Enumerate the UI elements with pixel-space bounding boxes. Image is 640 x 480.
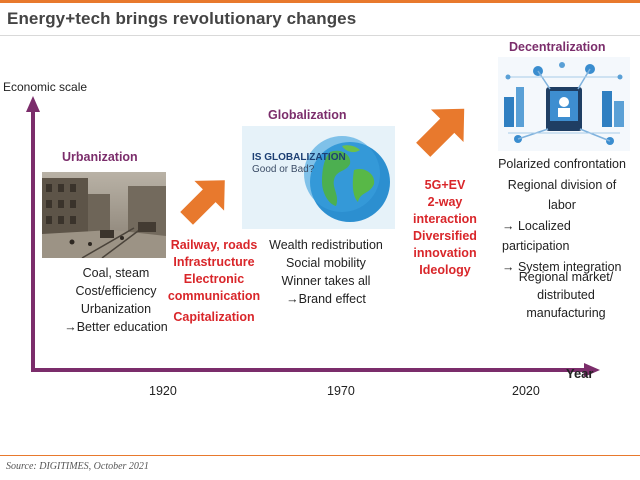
- driver-2-text: 5G+EV 2-way interaction Diversified inno…: [400, 177, 490, 279]
- year-label: 2020: [512, 384, 540, 398]
- driver-line: interaction: [413, 212, 477, 226]
- driver-line: Electronic: [183, 272, 245, 286]
- driver-line: 5G+EV: [424, 178, 466, 192]
- y-axis-label: Economic scale: [3, 80, 88, 94]
- bullet: Social mobility: [286, 256, 366, 270]
- globe-illustration: [242, 126, 395, 229]
- driver-line: Ideology: [419, 263, 471, 277]
- note-line: Regional market/: [518, 270, 614, 284]
- note-line: manufacturing: [526, 306, 606, 320]
- network-illustration: [498, 57, 630, 151]
- driver-line: Diversified: [413, 229, 477, 243]
- year-label: 1920: [149, 384, 177, 398]
- top-accent-rule: [0, 0, 640, 3]
- stage-title-globalization: Globalization: [268, 108, 347, 122]
- note-line: distributed: [537, 288, 595, 302]
- bullet: Wealth redistribution: [269, 238, 383, 252]
- x-axis-arrowhead: [584, 363, 600, 377]
- bullet: Regional division of labor: [507, 177, 617, 213]
- bullet: Cost/efficiency: [75, 284, 157, 298]
- driver-line: Railway, roads: [170, 238, 258, 252]
- year-label: 1970: [327, 384, 355, 398]
- y-axis: [26, 96, 40, 370]
- title-divider: [0, 35, 640, 36]
- stage-title-decentralization: Decentralization: [509, 40, 606, 54]
- footer-rule: [0, 455, 640, 456]
- globalization-image: IS GLOBALIZATION Good or Bad?: [242, 126, 395, 229]
- bullet: Winner takes all: [281, 274, 371, 288]
- image-caption-1: IS GLOBALIZATION: [252, 152, 346, 163]
- urbanization-bullets: Coal, steam Cost/efficiency Urbanization…: [58, 264, 174, 336]
- x-axis: [31, 363, 600, 377]
- smart-network-image: [498, 57, 630, 151]
- progress-arrow-2: [416, 108, 465, 157]
- globalization-bullets: Wealth redistribution Social mobility Wi…: [258, 236, 394, 308]
- city-street-illustration: [42, 172, 166, 258]
- driver-line: Infrastructure: [173, 255, 255, 269]
- bullet: → System integration: [502, 259, 622, 274]
- driver-line: Capitalization: [173, 310, 255, 324]
- source-note: Source: DIGITIMES, October 2021: [6, 461, 149, 472]
- stage-title-urbanization: Urbanization: [62, 150, 138, 164]
- bullet: Urbanization: [80, 302, 152, 316]
- decentralization-note: Regional market/ distributed manufacturi…: [508, 268, 624, 322]
- bullet: Coal, steam: [82, 266, 150, 280]
- page-title: Energy+tech brings revolutionary changes: [7, 9, 357, 28]
- progress-arrow-1: [180, 180, 225, 225]
- bullet: → Localized participation: [502, 218, 571, 254]
- y-axis-arrowhead: [26, 96, 40, 112]
- driver-line: 2-way: [427, 195, 463, 209]
- bullet: →Better education: [64, 320, 168, 334]
- driver-line: innovation: [413, 246, 477, 260]
- image-caption-2: Good or Bad?: [252, 164, 315, 175]
- driver-line: communication: [167, 289, 261, 303]
- driver-1-text: Railway, roads Infrastructure Electronic…: [164, 237, 264, 326]
- bullet: →Brand effect: [286, 292, 366, 306]
- decentralization-bullets: Polarized confrontation Regional divisio…: [494, 154, 640, 277]
- bullet: Polarized confrontation: [498, 157, 626, 171]
- city-street-photo: [42, 172, 166, 258]
- x-axis-label: Year: [566, 366, 594, 381]
